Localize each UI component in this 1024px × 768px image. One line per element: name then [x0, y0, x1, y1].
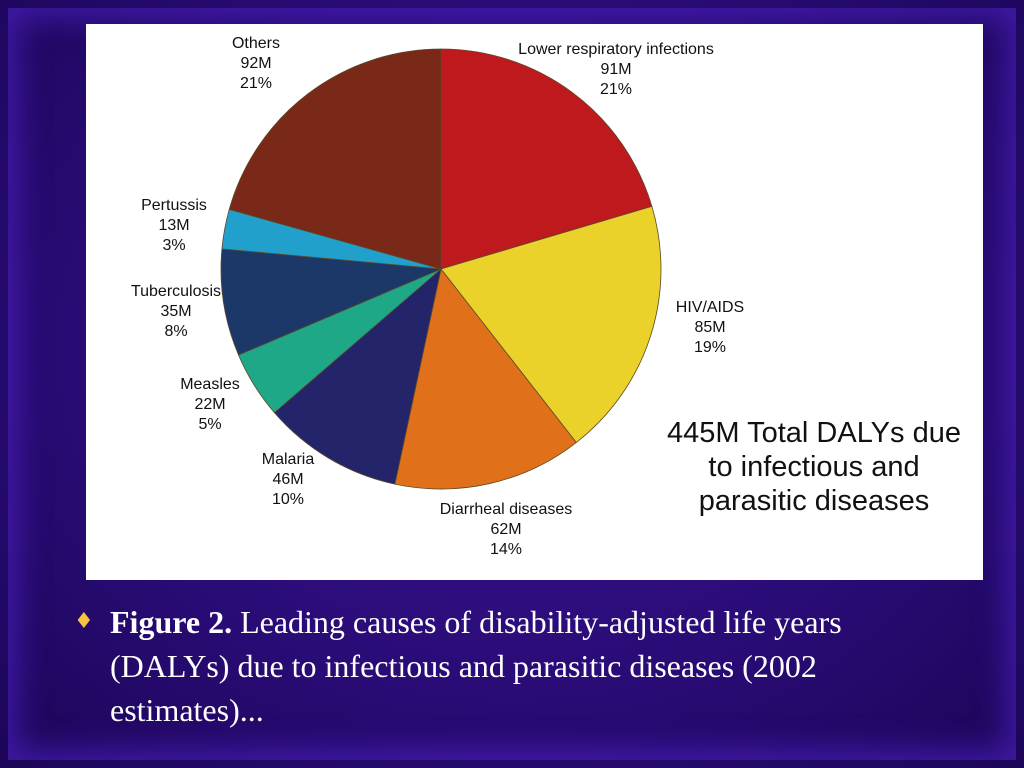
- figure-caption: ♦ Figure 2. Leading causes of disability…: [74, 600, 954, 732]
- pie-slice-tuberculosis: [220, 248, 442, 356]
- slice-label-tuberculosis: Tuberculosis 35M 8%: [131, 283, 221, 340]
- total-note-line-3: parasitic diseases: [699, 485, 930, 517]
- slice-name: Tuberculosis: [131, 283, 221, 300]
- slice-label-diarrheal-diseases: Diarrheal diseases 62M 14%: [440, 501, 573, 558]
- slice-value: 92M: [240, 55, 271, 72]
- slice-label-others: Others 92M 21%: [232, 35, 280, 92]
- diamond-bullet-icon: ♦: [74, 609, 94, 634]
- slice-name: Others: [232, 35, 280, 52]
- slice-percent: 14%: [490, 541, 522, 558]
- slice-name: Measles: [180, 376, 240, 393]
- slice-name: Malaria: [262, 451, 315, 468]
- pie-slices: [220, 48, 662, 490]
- slice-value: 22M: [194, 396, 225, 413]
- pie-slice-diarrheal-diseases: [394, 268, 577, 490]
- caption-text: Leading causes of disability-adjusted li…: [110, 604, 842, 728]
- slice-value: 85M: [694, 319, 725, 336]
- figure-label: Figure 2.: [110, 604, 233, 640]
- slice-value: 91M: [600, 61, 631, 78]
- slice-percent: 3%: [162, 237, 185, 254]
- slice-label-pertussis: Pertussis 13M 3%: [141, 197, 207, 254]
- slice-percent: 21%: [600, 81, 632, 98]
- pie-slice-malaria: [273, 267, 442, 485]
- slice-value: 13M: [158, 217, 189, 234]
- slice-value: 46M: [272, 471, 303, 488]
- slice-label-measles: Measles 22M 5%: [180, 376, 240, 433]
- total-note: 445M Total DALYs due to infectious and p…: [667, 417, 961, 517]
- slice-percent: 10%: [272, 491, 304, 508]
- slice-percent: 5%: [198, 416, 221, 433]
- slice-value: 62M: [490, 521, 521, 538]
- slice-label-lower-respiratory-infections: Lower respiratory infections 91M 21%: [518, 41, 714, 98]
- slice-value: 35M: [160, 303, 191, 320]
- total-note-line-1: 445M Total DALYs due: [667, 417, 961, 449]
- slice-name: Pertussis: [141, 197, 207, 214]
- caption-text-block: Figure 2. Leading causes of disability-a…: [110, 600, 954, 732]
- slice-name: Lower respiratory infections: [518, 41, 714, 58]
- slice-labels: Lower respiratory infections 91M 21% HIV/AI…: [131, 35, 744, 558]
- pie-chart: Lower respiratory infections 91M 21% HIV/AI…: [131, 35, 961, 558]
- pie-slice-others: [228, 48, 442, 270]
- slice-label-malaria: Malaria 46M 10%: [262, 451, 315, 508]
- slice-name: HIV/AIDS: [676, 299, 744, 316]
- chart-panel: Lower respiratory infections 91M 21% HIV/AI…: [86, 24, 983, 580]
- slice-label-hiv-aids: HIV/AIDS 85M 19%: [676, 299, 744, 356]
- pie-slice-lower-respiratory-infections: [440, 48, 653, 270]
- slice-percent: 21%: [240, 75, 272, 92]
- slice-percent: 19%: [694, 339, 726, 356]
- pie-slice-hiv-aids: [440, 205, 662, 444]
- total-note-line-2: to infectious and: [708, 451, 919, 483]
- slice-percent: 8%: [164, 323, 187, 340]
- slice-name: Diarrheal diseases: [440, 501, 573, 518]
